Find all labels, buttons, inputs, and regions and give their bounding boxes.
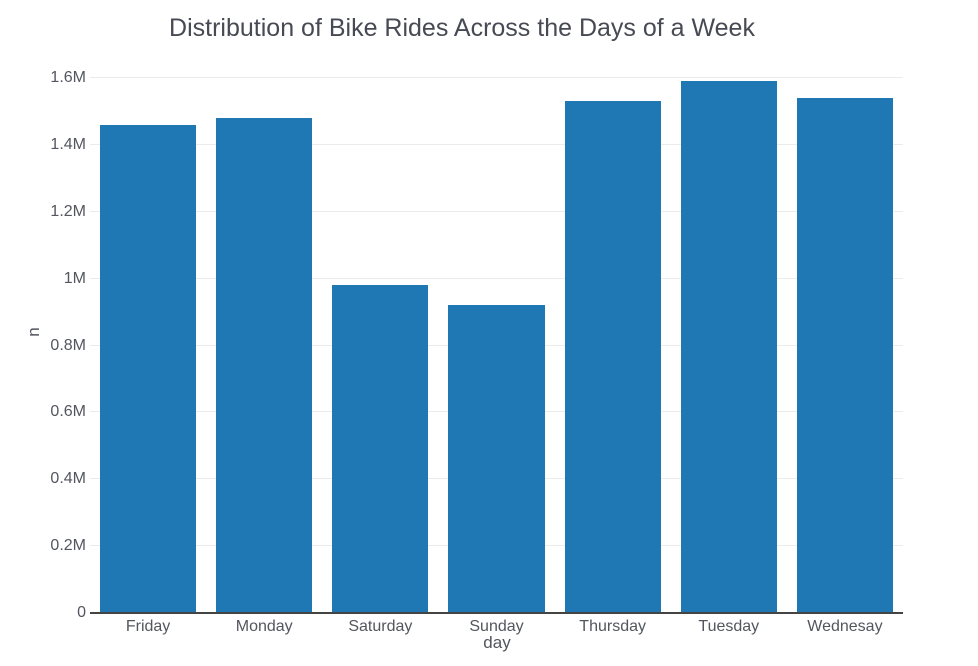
y-tick-label: 0 — [77, 604, 86, 621]
chart-title: Distribution of Bike Rides Across the Da… — [169, 14, 755, 42]
x-tick-label: Sunday — [469, 618, 524, 635]
bar-tuesday[interactable] — [680, 81, 777, 613]
x-tick-label: Tuesday — [698, 618, 760, 635]
y-tick-label: 0.2M — [50, 537, 86, 555]
bar-friday[interactable] — [100, 124, 197, 613]
bar-monday[interactable] — [216, 118, 313, 613]
x-tick-label: Thursday — [579, 618, 646, 635]
y-tick-label: 1M — [63, 269, 86, 287]
x-axis-line — [90, 612, 903, 614]
y-axis-title: n — [24, 327, 43, 337]
bar-wednesay[interactable] — [796, 98, 893, 613]
x-tick-label: Wednesay — [807, 618, 883, 635]
bar-saturday[interactable] — [332, 285, 429, 613]
x-axis-title: day — [483, 633, 511, 652]
bar-sunday[interactable] — [448, 305, 545, 613]
y-tick-label: 0.6M — [50, 403, 86, 421]
x-tick-label: Saturday — [348, 618, 413, 635]
y-tick-label: 1.2M — [50, 202, 86, 220]
gridline — [90, 277, 903, 279]
y-tick-label: 0.8M — [50, 336, 86, 354]
gridline — [90, 210, 903, 212]
x-tick-labels: Friday Monday Saturday Sunday Thursday Tuesda… — [90, 618, 903, 640]
y-tick-labels: 0 0.2M 0.4M 0.6M 0.8M 1M 1.2M 1.4M 1.6M — [0, 60, 86, 621]
gridline — [90, 77, 903, 79]
gridline — [90, 143, 903, 145]
y-tick-label: 1.4M — [50, 135, 86, 153]
y-tick-label: 1.6M — [50, 69, 86, 87]
x-tick-label: Monday — [235, 618, 293, 635]
plot-area — [90, 60, 903, 614]
y-tick-label: 0.4M — [50, 470, 86, 488]
x-tick-label: Friday — [125, 618, 171, 635]
bar-thursday[interactable] — [564, 101, 661, 613]
